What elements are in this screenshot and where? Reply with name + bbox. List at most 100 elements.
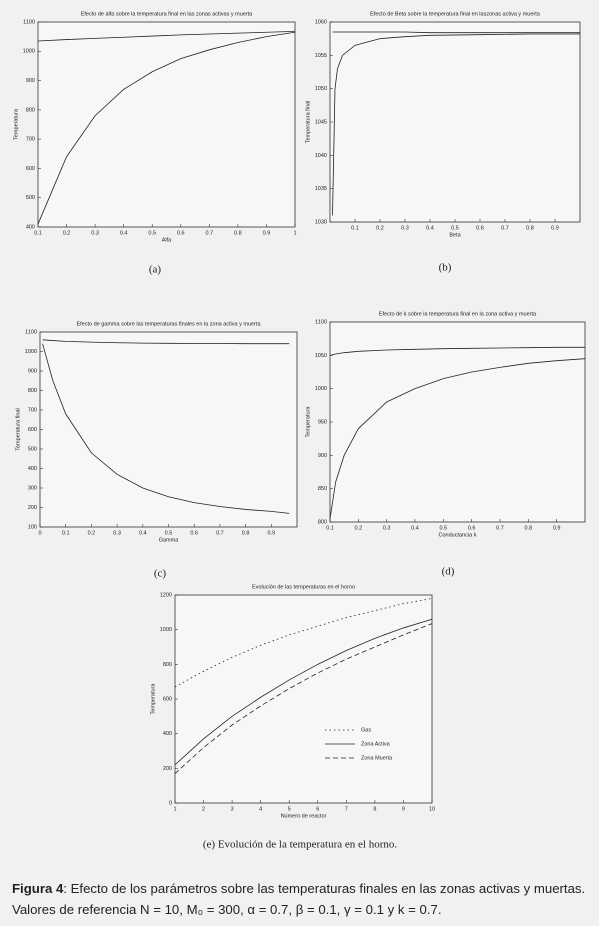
chart-title: Efecto de k sobre la temperatura final e… xyxy=(379,311,537,317)
plot-frame xyxy=(329,321,586,523)
figure-caption: Figura 4: Efecto de los parámetros sobre… xyxy=(12,878,590,920)
plot-frame xyxy=(329,21,581,223)
x-tick-label: 0.1 xyxy=(62,530,70,536)
x-tick-label: 0.3 xyxy=(383,525,391,531)
x-tick-label: 7 xyxy=(345,806,348,812)
x-axis-label: Alfa xyxy=(162,237,172,243)
y-tick-label: 600 xyxy=(163,696,172,702)
legend-label: Gas xyxy=(361,727,371,733)
y-tick-label: 800 xyxy=(318,519,327,525)
x-tick-label: 0.2 xyxy=(376,225,384,231)
x-tick-label: 0.7 xyxy=(206,230,214,236)
y-tick-label: 200 xyxy=(28,505,37,511)
y-tick-label: 1200 xyxy=(160,592,172,598)
series-line xyxy=(42,339,290,345)
plot-frame xyxy=(39,331,298,528)
y-tick-label: 1000 xyxy=(160,627,172,633)
x-tick-label: 8 xyxy=(373,806,376,812)
plot-frame xyxy=(37,21,296,228)
y-tick-label: 850 xyxy=(318,486,327,492)
x-tick-label: 0.8 xyxy=(526,225,534,231)
x-tick-label: 0.6 xyxy=(177,230,185,236)
y-tick-label: 900 xyxy=(28,368,37,374)
plot-frame xyxy=(174,594,433,804)
x-tick-label: 0.1 xyxy=(34,230,42,236)
x-tick-label: 0.5 xyxy=(165,530,173,536)
legend-label: Zona Activa xyxy=(361,741,391,747)
x-tick-label: 0.5 xyxy=(148,230,156,236)
y-tick-label: 1030 xyxy=(315,219,327,225)
legend-label: Zona Muerta xyxy=(361,755,393,761)
y-tick-label: 950 xyxy=(318,419,327,425)
y-tick-label: 1000 xyxy=(315,386,327,392)
x-tick-label: 3 xyxy=(231,806,234,812)
y-tick-label: 500 xyxy=(26,195,35,201)
x-tick-label: 0.7 xyxy=(216,530,224,536)
y-tick-label: 400 xyxy=(26,224,35,230)
series-line xyxy=(174,618,433,766)
x-tick-label: 0 xyxy=(38,530,41,536)
subcaption: (d) xyxy=(442,566,455,578)
figure-text: : Efecto de los parámetros sobre las tem… xyxy=(12,881,586,917)
y-tick-label: 400 xyxy=(28,466,37,472)
x-tick-label: 1 xyxy=(173,806,176,812)
x-tick-label: 0.5 xyxy=(451,225,459,231)
y-axis-label: Temperatura xyxy=(305,406,311,438)
y-tick-label: 700 xyxy=(28,407,37,413)
x-tick-label: 0.3 xyxy=(91,230,99,236)
x-tick-label: 10 xyxy=(429,806,435,812)
x-tick-label: 0.6 xyxy=(190,530,198,536)
x-tick-label: 0.6 xyxy=(468,525,476,531)
series-line xyxy=(332,33,580,216)
x-axis-label: Beta xyxy=(449,232,461,238)
subcaption: (c) xyxy=(154,568,167,580)
x-tick-label: 0.2 xyxy=(355,525,363,531)
x-tick-label: 0.7 xyxy=(496,525,504,531)
y-tick-label: 1050 xyxy=(315,353,327,359)
y-tick-label: 1035 xyxy=(315,186,327,192)
y-tick-label: 1060 xyxy=(315,19,327,25)
x-tick-label: 0.4 xyxy=(120,230,128,236)
x-axis-label: Gamma xyxy=(159,537,180,543)
subcaption: (b) xyxy=(439,262,452,274)
series-line xyxy=(42,343,290,514)
x-tick-label: 0.1 xyxy=(351,225,359,231)
chart-title: Efecto de Beta sobre la temperatura fina… xyxy=(370,11,541,17)
y-axis-label: Temperatura final xyxy=(15,408,21,451)
y-tick-label: 300 xyxy=(28,485,37,491)
y-tick-label: 500 xyxy=(28,446,37,452)
chart-title: Evolución de las temperaturas en el horn… xyxy=(252,584,355,590)
x-axis-label: Conductancia k xyxy=(439,532,477,538)
x-tick-label: 0.8 xyxy=(242,530,250,536)
y-tick-label: 900 xyxy=(26,78,35,84)
x-tick-label: 6 xyxy=(316,806,319,812)
series-line xyxy=(37,30,296,42)
y-tick-label: 1100 xyxy=(23,19,35,25)
x-tick-label: 4 xyxy=(259,806,262,812)
x-tick-label: 0.2 xyxy=(88,530,96,536)
x-tick-label: 0.3 xyxy=(113,530,121,536)
y-tick-label: 1040 xyxy=(315,153,327,159)
y-tick-label: 700 xyxy=(26,137,35,143)
x-tick-label: 0.2 xyxy=(63,230,71,236)
chart-title: Efecto de alfa sobre la temperatura fina… xyxy=(81,11,253,17)
y-axis-label: Temperatura xyxy=(13,108,19,140)
x-tick-label: 5 xyxy=(288,806,291,812)
subcaption: (e) Evolución de la temperatura en el ho… xyxy=(203,839,398,851)
y-tick-label: 800 xyxy=(28,388,37,394)
x-tick-label: 0.1 xyxy=(326,525,334,531)
y-tick-label: 800 xyxy=(163,662,172,668)
series-line xyxy=(174,623,433,774)
series-line xyxy=(329,346,585,356)
x-tick-label: 0.4 xyxy=(139,530,147,536)
chart-title: Efecto de gamma sobre las temperaturas f… xyxy=(76,321,261,327)
x-tick-label: 0.3 xyxy=(401,225,409,231)
y-tick-label: 1050 xyxy=(315,86,327,92)
x-tick-label: 0.9 xyxy=(263,230,271,236)
y-tick-label: 900 xyxy=(318,453,327,459)
series-line xyxy=(332,31,580,34)
x-tick-label: 0.7 xyxy=(501,225,509,231)
y-tick-label: 800 xyxy=(26,107,35,113)
x-tick-label: 0.9 xyxy=(551,225,559,231)
